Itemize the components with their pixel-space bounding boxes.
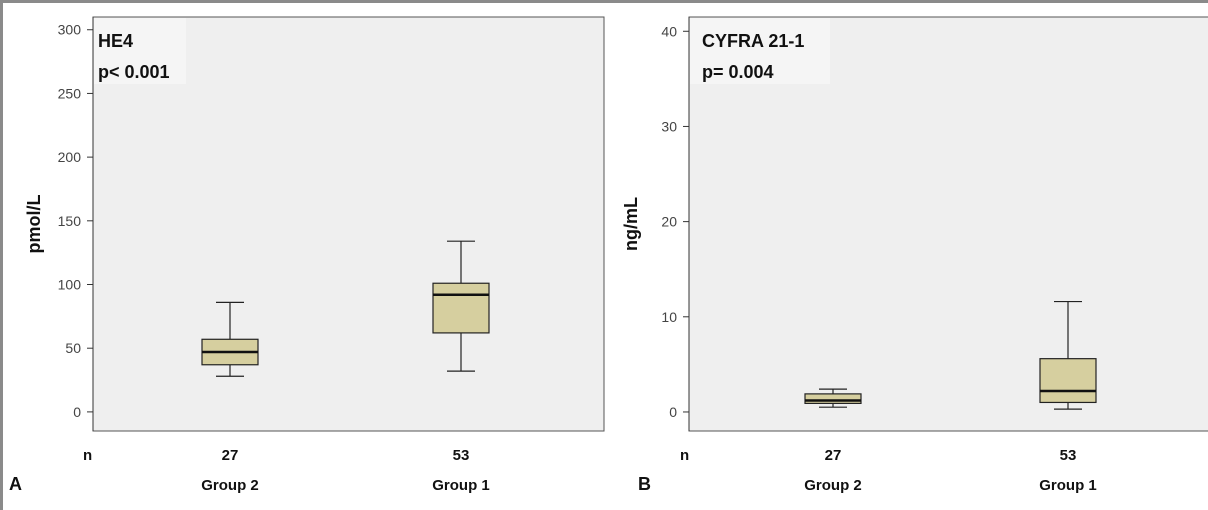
category-label-a-group2: Group 2 [201,477,259,494]
n-label-b: n [680,447,689,464]
n-value-b-group2: 27 [825,447,842,464]
y-ticks-b: 0 10 20 30 40 [661,23,689,420]
boxes-a [201,240,490,377]
y-tick-label-b-30: 30 [661,118,677,134]
title-box-b [690,18,830,84]
title-box-a [94,18,186,84]
panel-b: CYFRA 21-1 p= 0.004 0 10 20 30 40 ng/mL n 27… [621,16,1208,494]
panel-letter-b: B [638,474,651,494]
y-tick-label-b-10: 10 [661,309,677,325]
n-value-b-group1: 53 [1060,447,1077,464]
n-value-a-group2: 27 [222,447,239,464]
chart-title-b: CYFRA 21-1 [702,31,804,51]
chart-title-a: HE4 [98,31,133,51]
panel-letter-a: A [9,474,22,494]
iqr-box-b-group1 [1039,358,1097,404]
panel-a: HE4 p< 0.001 0 50 100 150 200 250 300 pmol/L n… [9,16,605,494]
boxes-b [804,300,1097,410]
y-tick-label-a-200: 200 [58,149,82,165]
box-a-group1 [432,240,490,372]
y-axis-label-b: ng/mL [621,197,641,251]
y-tick-label-a-300: 300 [58,22,82,38]
y-tick-label-b-0: 0 [669,404,677,420]
y-axis-label-a: pmol/L [24,195,44,254]
chart-subtitle-a: p< 0.001 [98,62,170,82]
iqr-box-b-group2 [804,393,862,404]
y-ticks-a: 0 50 100 150 200 250 300 [58,22,93,420]
chart-subtitle-b: p= 0.004 [702,62,774,82]
n-label-a: n [83,447,92,464]
y-tick-label-b-40: 40 [661,23,677,39]
y-tick-label-a-50: 50 [65,340,81,356]
iqr-box-a-group1 [432,282,490,334]
n-value-a-group1: 53 [453,447,470,464]
plot-area-b [688,16,1208,432]
y-tick-label-a-0: 0 [73,404,81,420]
y-tick-label-b-20: 20 [661,214,677,230]
y-tick-label-a-250: 250 [58,85,82,101]
box-b-group2 [804,388,862,408]
category-label-b-group2: Group 2 [804,477,862,494]
box-a-group2 [201,301,259,377]
box-b-group1 [1039,300,1097,410]
category-label-b-group1: Group 1 [1039,477,1097,494]
y-tick-label-a-150: 150 [58,213,82,229]
y-tick-label-a-100: 100 [58,277,82,293]
category-label-a-group1: Group 1 [432,477,490,494]
